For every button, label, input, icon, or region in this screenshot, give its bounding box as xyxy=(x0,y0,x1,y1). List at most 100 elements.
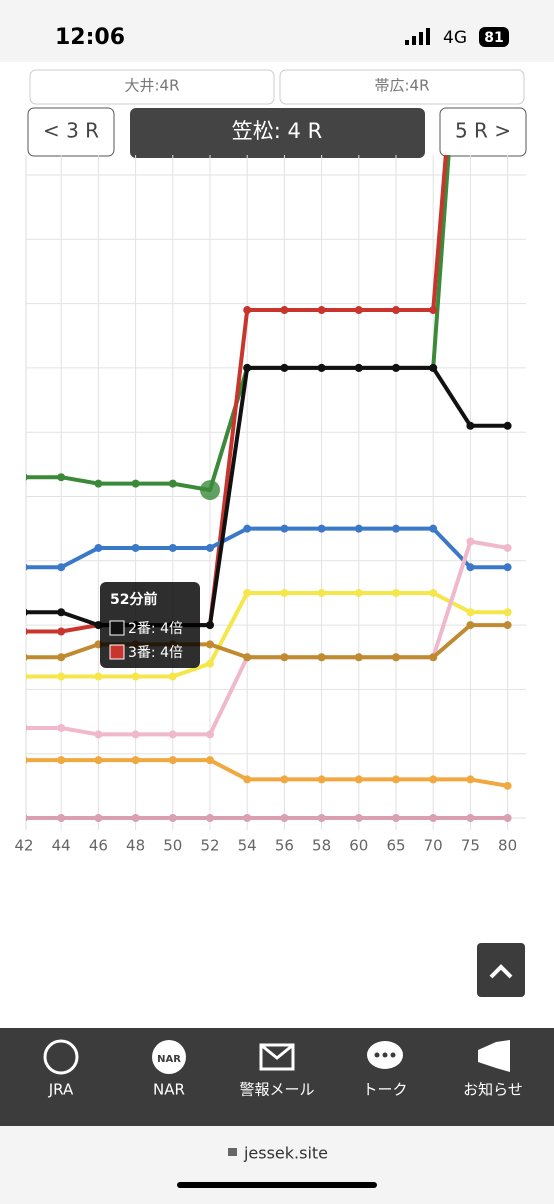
data-point xyxy=(392,363,400,372)
scroll-top-icon xyxy=(489,964,513,979)
nav-item[interactable]: お知らせ xyxy=(463,1040,523,1099)
prev-race-label: < 3 R xyxy=(43,119,99,143)
network-type: 4G xyxy=(443,28,467,48)
series-line xyxy=(26,758,508,788)
tooltip-item: 3番: 4倍 xyxy=(128,645,183,661)
nav-label: お知らせ xyxy=(463,1081,523,1099)
data-point xyxy=(392,653,400,662)
data-point xyxy=(206,730,214,739)
battery-level: 81 xyxy=(484,30,503,46)
x-tick-label: 70 xyxy=(424,837,443,855)
data-point xyxy=(26,473,28,481)
tooltip-title: 52分前 xyxy=(110,591,157,608)
nar-icon xyxy=(152,1040,186,1074)
data-point xyxy=(131,756,140,765)
data-point xyxy=(354,775,363,784)
data-point xyxy=(57,608,66,617)
next-race-label: 5 R > xyxy=(455,119,511,143)
data-point xyxy=(280,653,289,662)
data-point xyxy=(243,588,252,597)
data-point xyxy=(57,627,66,636)
plot xyxy=(26,155,512,822)
data-point xyxy=(354,588,363,597)
prev-race[interactable] xyxy=(27,107,115,157)
x-tick-label: 56 xyxy=(275,837,294,855)
data-point xyxy=(280,775,289,784)
data-point xyxy=(57,723,66,732)
data-point xyxy=(26,653,28,661)
nav-item[interactable]: トーク xyxy=(362,1041,408,1099)
data-point xyxy=(429,775,438,784)
data-point xyxy=(243,306,252,315)
next-race[interactable] xyxy=(439,107,527,157)
nav-label: 警報メール xyxy=(239,1081,314,1099)
data-point xyxy=(168,543,177,552)
tab[interactable] xyxy=(279,69,525,105)
data-point xyxy=(168,814,177,822)
data-point xyxy=(26,814,28,822)
data-point xyxy=(168,756,177,765)
data-point xyxy=(94,730,103,739)
data-point xyxy=(168,672,177,681)
data-point xyxy=(94,479,103,488)
data-point xyxy=(429,306,438,315)
data-point xyxy=(243,814,252,822)
tab[interactable] xyxy=(29,69,275,105)
data-point xyxy=(392,814,400,822)
data-point xyxy=(317,306,326,315)
data-point xyxy=(26,724,28,732)
data-point xyxy=(354,653,363,662)
battery-icon xyxy=(479,27,509,47)
nav-item[interactable]: 警報メール xyxy=(239,1043,315,1099)
nav-label: トーク xyxy=(362,1081,407,1099)
nar-icon-text: NAR xyxy=(157,1054,181,1065)
data-point xyxy=(26,756,28,764)
jra-icon xyxy=(43,1039,79,1075)
nav-item[interactable]: JRA xyxy=(43,1039,79,1099)
x-tick-label: 75 xyxy=(461,837,480,855)
data-point xyxy=(503,621,512,630)
mail-icon xyxy=(259,1043,295,1071)
tab-label: 大井:4R xyxy=(124,77,179,95)
x-tick-label: 50 xyxy=(163,837,182,855)
data-point xyxy=(317,814,326,822)
series-line xyxy=(26,526,508,570)
current-race xyxy=(130,108,425,158)
data-point xyxy=(354,306,363,315)
x-tick-label: 46 xyxy=(89,837,108,855)
data-point xyxy=(26,673,28,681)
nav-label: JRA xyxy=(48,1081,74,1099)
tooltip-swatch xyxy=(109,644,125,660)
data-point xyxy=(26,628,28,635)
tab-label: 帯広:4R xyxy=(374,77,429,95)
signal-icon xyxy=(405,28,430,45)
bottom-nav xyxy=(0,1028,554,1126)
data-point xyxy=(466,621,475,630)
content xyxy=(0,62,554,1028)
data-point xyxy=(280,588,289,597)
data-point xyxy=(466,421,475,430)
data-point xyxy=(57,814,66,822)
nav-item[interactable]: NAR NAR xyxy=(152,1040,186,1099)
data-point xyxy=(466,563,475,572)
data-point xyxy=(94,672,103,681)
data-point xyxy=(57,653,66,662)
data-point xyxy=(503,543,512,552)
data-point xyxy=(429,653,438,662)
data-point xyxy=(503,781,512,790)
data-point xyxy=(94,814,103,822)
x-tick-label: 58 xyxy=(312,837,331,855)
data-point xyxy=(131,730,140,739)
data-point xyxy=(206,659,214,668)
home-indicator xyxy=(177,1182,377,1188)
data-point xyxy=(200,480,220,501)
mail-icon-flap xyxy=(260,1043,294,1060)
current-race-label: 笠松: 4 R xyxy=(232,119,322,143)
lock-icon xyxy=(228,1148,237,1156)
data-point xyxy=(206,621,214,630)
data-point xyxy=(57,672,66,681)
scroll-top-button[interactable] xyxy=(477,943,525,997)
data-point xyxy=(131,543,140,552)
x-tick-label: 65 xyxy=(386,837,405,855)
